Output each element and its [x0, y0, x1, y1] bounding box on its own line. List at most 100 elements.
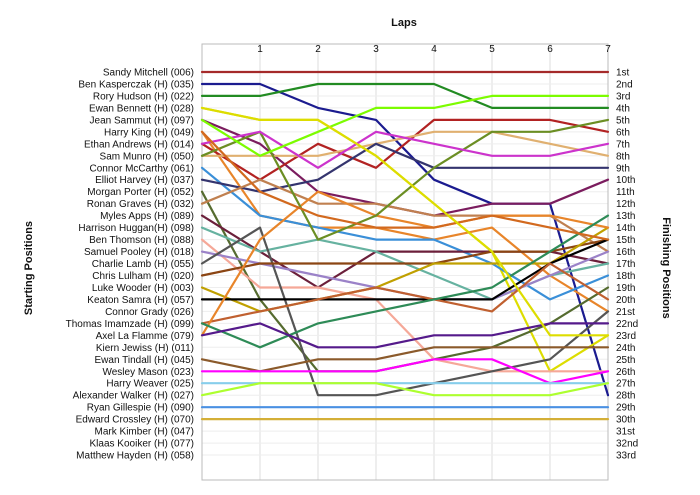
- series-line: [200, 346, 610, 373]
- start-position-label: Myles Apps (H) (089): [100, 211, 194, 222]
- series-line: [200, 238, 610, 277]
- start-position-label: Ryan Gillespie (H) (090): [87, 403, 194, 414]
- series-line: [200, 130, 610, 169]
- start-position-label: Ewan Bennett (H) (028): [89, 103, 194, 114]
- finish-position-label: 33rd: [616, 451, 636, 462]
- series-lines: [200, 70, 610, 421]
- series-line: [200, 190, 610, 337]
- finish-position-label: 29th: [616, 403, 635, 414]
- x-tick-label: 6: [547, 44, 553, 55]
- start-position-label: Sam Munro (H) (050): [100, 151, 194, 162]
- start-position-label: Samuel Pooley (H) (018): [84, 247, 194, 258]
- start-position-label: Charlie Lamb (H) (055): [92, 259, 194, 270]
- finish-position-label: 30th: [616, 415, 635, 426]
- series-line: [200, 214, 610, 349]
- finish-position-label: 28th: [616, 391, 635, 402]
- start-position-label: Axel La Flamme (079): [96, 331, 194, 342]
- series-line: [200, 94, 610, 157]
- finish-position-label: 21st: [616, 307, 635, 318]
- finish-position-label: 11th: [616, 187, 635, 198]
- start-position-label: Ben Thomson (H) (088): [89, 235, 194, 246]
- start-position-label: Mark Kimber (H) (047): [95, 427, 194, 438]
- finish-position-label: 25th: [616, 355, 635, 366]
- series-line: [200, 358, 610, 385]
- finish-position-label: 32nd: [616, 439, 638, 450]
- start-position-label: Connor McCarthy (061): [90, 163, 194, 174]
- finish-position-label: 13th: [616, 211, 635, 222]
- series-line: [200, 322, 610, 349]
- start-position-label: Ethan Andrews (H) (014): [84, 139, 194, 150]
- finish-position-label: 1st: [616, 68, 630, 79]
- start-position-label: Klaas Kooiker (H) (077): [90, 439, 194, 450]
- finish-position-label: 23rd: [616, 331, 636, 342]
- finish-position-label: 16th: [616, 247, 635, 258]
- series-line: [200, 118, 610, 181]
- x-tick-labels: 1 2 3 4 5 6 7: [257, 44, 611, 55]
- start-position-label: Keaton Samra (H) (057): [87, 295, 194, 306]
- finish-labels: 1st2nd3rd4th5th6th7th8th9th10th11th12th1…: [616, 68, 638, 462]
- finish-position-label: 14th: [616, 223, 635, 234]
- start-position-label: Harrison Huggan(H) (098): [78, 223, 194, 234]
- series-line: [200, 238, 610, 301]
- x-tick-label: 4: [431, 44, 437, 55]
- series-line: [200, 106, 610, 337]
- start-position-label: Kiern Jewiss (H) (011): [96, 343, 194, 354]
- x-tick-label: 5: [489, 44, 495, 55]
- series-line: [200, 262, 610, 325]
- finish-position-label: 4th: [616, 103, 630, 114]
- finish-position-label: 20th: [616, 295, 635, 306]
- start-position-label: Rory Hudson (H) (022): [93, 91, 194, 102]
- grid: [201, 43, 609, 481]
- finish-position-label: 6th: [616, 127, 630, 138]
- start-position-label: Wesley Mason (023): [102, 367, 194, 378]
- finish-position-label: 7th: [616, 139, 630, 150]
- finish-position-label: 22nd: [616, 319, 638, 330]
- start-position-label: Alexander Walker (H) (027): [73, 391, 194, 402]
- start-position-label: Connor Grady (026): [105, 307, 194, 318]
- series-line: [200, 130, 610, 241]
- start-position-label: Ronan Graves (H) (032): [87, 199, 194, 210]
- finish-position-label: 8th: [616, 151, 630, 162]
- start-position-label: Matthew Hayden (H) (058): [76, 451, 194, 462]
- finish-position-label: 5th: [616, 115, 630, 126]
- series-line: [200, 82, 610, 110]
- finish-position-label: 24th: [616, 343, 635, 354]
- series-line: [200, 166, 610, 301]
- start-position-label: Ben Kasperczak (H) (035): [78, 79, 194, 90]
- finish-position-label: 18th: [616, 271, 635, 282]
- finish-position-label: 9th: [616, 163, 630, 174]
- finish-position-label: 27th: [616, 379, 635, 390]
- series-line: [200, 118, 610, 241]
- start-labels: Sandy Mitchell (006)Ben Kasperczak (H) (…: [66, 68, 194, 462]
- x-tick-label: 2: [315, 44, 321, 55]
- finish-position-label: 12th: [616, 199, 635, 210]
- x-tick-label: 1: [257, 44, 263, 55]
- start-position-label: Thomas Imamzade (H) (099): [66, 319, 194, 330]
- start-position-label: Jean Sammut (H) (097): [90, 115, 194, 126]
- finish-position-label: 17th: [616, 259, 635, 270]
- finish-position-label: 19th: [616, 283, 635, 294]
- plot-frame: [201, 43, 609, 481]
- start-position-label: Harry Weaver (025): [106, 379, 194, 390]
- start-position-label: Edward Crossley (H) (070): [76, 415, 194, 426]
- y-axis-label-left: Starting Positions: [23, 221, 35, 315]
- start-position-label: Luke Wooder (H) (003): [92, 283, 194, 294]
- chart-title: Laps: [391, 17, 417, 29]
- start-position-label: Ewan Tindall (H) (045): [95, 355, 194, 366]
- start-position-label: Morgan Porter (H) (052): [87, 187, 194, 198]
- finish-position-label: 3rd: [616, 91, 630, 102]
- start-position-label: Elliot Harvey (H) (037): [95, 175, 194, 186]
- series-line: [200, 238, 610, 373]
- x-tick-label: 7: [605, 44, 611, 55]
- finish-position-label: 31st: [616, 427, 635, 438]
- series-line: [200, 142, 610, 193]
- start-position-label: Chris Lulham (H) (020): [92, 271, 194, 282]
- start-position-label: Sandy Mitchell (006): [103, 68, 194, 79]
- start-position-label: Harry King (H) (049): [104, 127, 194, 138]
- x-tick-label: 3: [373, 44, 379, 55]
- finish-position-label: 10th: [616, 175, 635, 186]
- series-line: [200, 382, 610, 397]
- finish-position-label: 15th: [616, 235, 635, 246]
- finish-position-label: 26th: [616, 367, 635, 378]
